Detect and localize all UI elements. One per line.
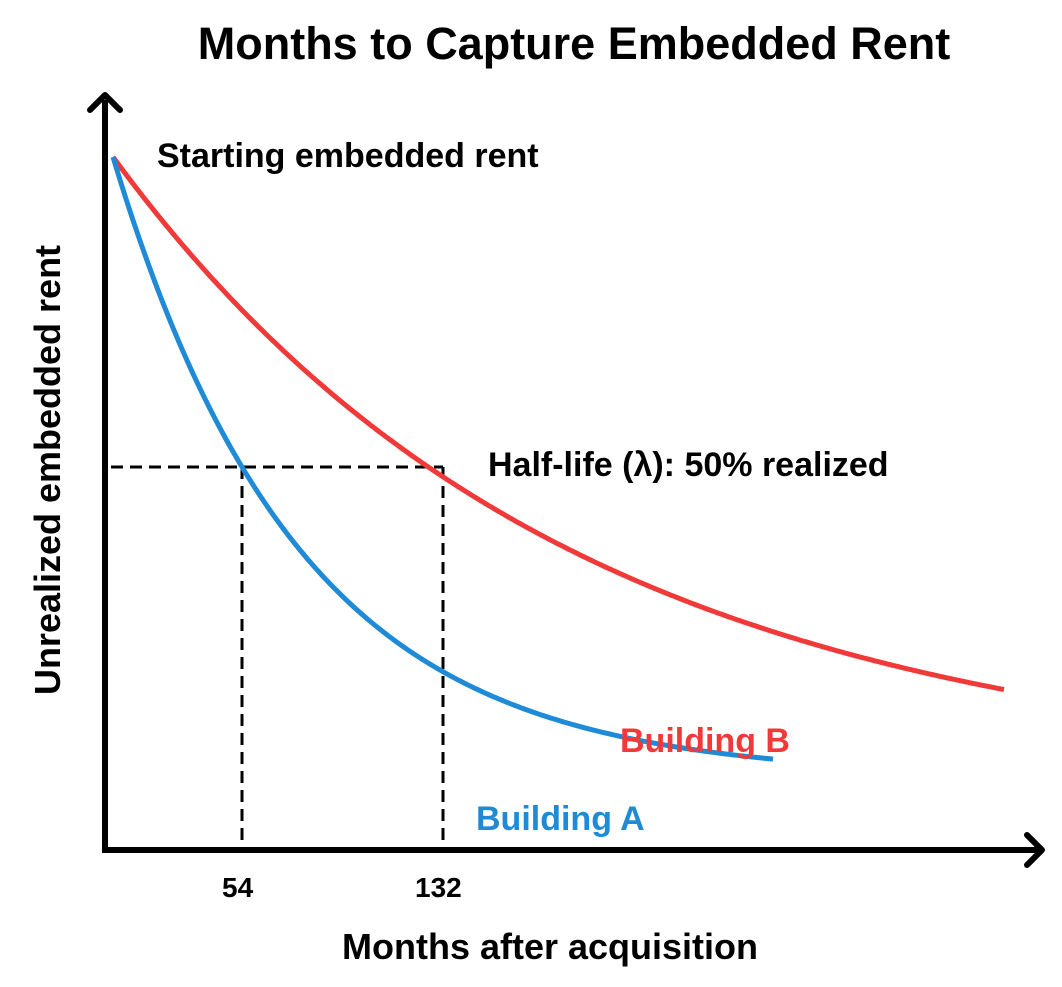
start-annotation: Starting embedded rent	[157, 137, 539, 175]
building-a-curve	[110, 156, 774, 762]
building-a-label: Building A	[476, 800, 645, 838]
building-b-label: Building B	[620, 722, 790, 760]
x-tick-54: 54	[222, 872, 254, 903]
x-axis-arrow-icon	[1024, 832, 1045, 868]
x-axis-label: Months after acquisition	[342, 926, 759, 967]
chart-title: Months to Capture Embedded Rent	[197, 18, 951, 69]
y-axis-arrow-icon	[87, 92, 123, 113]
half-life-annotation: Half-life (λ): 50% realized	[488, 446, 889, 484]
building-b-curve	[110, 155, 1005, 692]
x-tick-132: 132	[415, 872, 462, 903]
half-life-guides	[111, 465, 445, 852]
axes	[87, 92, 1045, 868]
y-axis-label: Unrealized embedded rent	[27, 244, 68, 696]
